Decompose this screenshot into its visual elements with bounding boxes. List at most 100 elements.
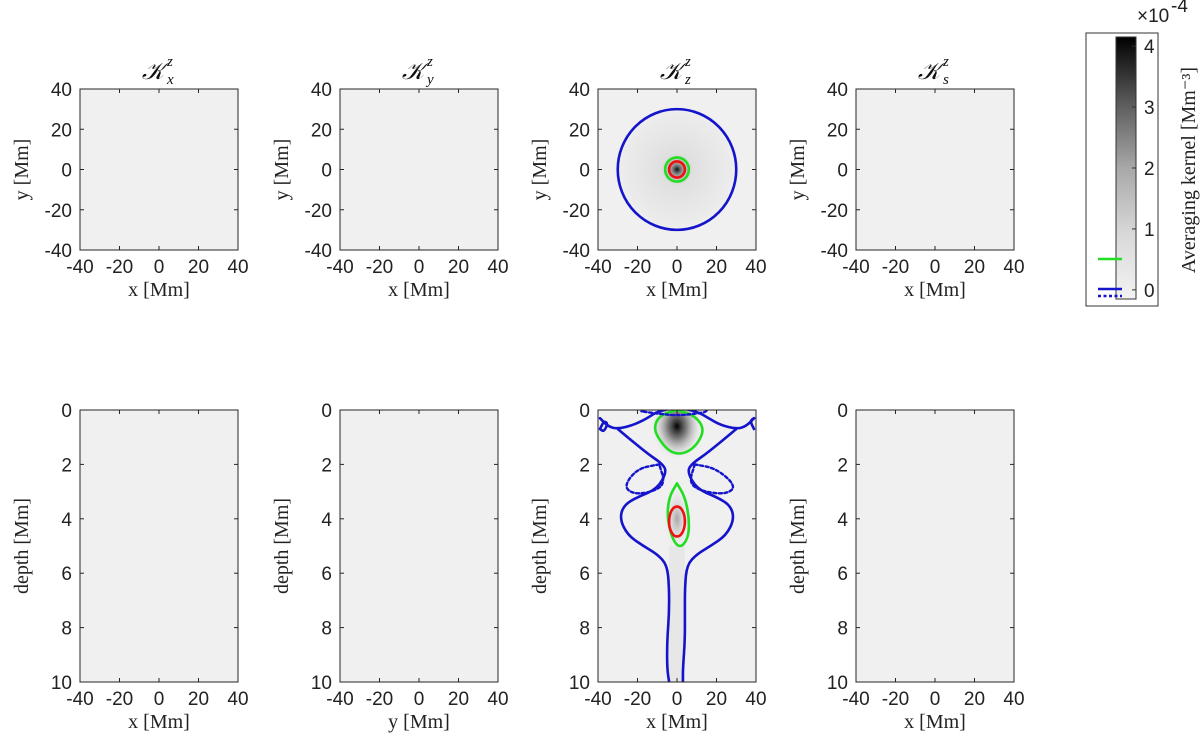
- colorbar-label: Averaging kernel [Mm⁻³]: [1178, 67, 1200, 273]
- x-tick-label: 20: [188, 257, 209, 278]
- y-tick-label: 2: [321, 455, 332, 476]
- panel-content: [610, 101, 744, 238]
- x-tick-label: -40: [584, 257, 611, 278]
- y-tick-label: -20: [821, 201, 848, 222]
- green-contour-2: [663, 156, 691, 183]
- x-axis-label: y [Mm]: [388, 711, 450, 733]
- y-tick-label: 0: [61, 161, 72, 182]
- x-axis-label: x [Mm]: [646, 279, 708, 301]
- panel-title-superscript: z: [426, 54, 433, 70]
- x-tick-label: 40: [487, 689, 508, 710]
- green-contour-1: [653, 410, 704, 455]
- x-tick-label: 20: [188, 689, 209, 710]
- x-tick-label: 0: [154, 689, 165, 710]
- y-tick-label: 0: [579, 401, 590, 422]
- colorbar: 0 1 2 3 4 ×10 -4 Averaging kernel [Mm⁻³]: [1085, 0, 1200, 307]
- x-tick-label: -20: [366, 689, 393, 710]
- x-tick-label: 40: [487, 257, 508, 278]
- blue-contour-7: [640, 410, 708, 417]
- x-tick-label: -20: [624, 689, 651, 710]
- x-axis-label: x [Mm]: [904, 711, 966, 733]
- y-tick-label: 20: [827, 120, 848, 141]
- x-axis-label: x [Mm]: [128, 711, 190, 733]
- x-axis-label: x [Mm]: [128, 279, 190, 301]
- kernel-tail: [669, 546, 685, 682]
- panel-title-subscript: y: [425, 72, 434, 88]
- y-tick-label: 6: [579, 564, 590, 585]
- y-tick-label: 8: [61, 619, 72, 640]
- y-tick-label: 40: [311, 80, 332, 101]
- y-tick-label: 6: [837, 564, 848, 585]
- x-tick-label: -20: [366, 257, 393, 278]
- x-tick-label: -20: [882, 257, 909, 278]
- y-axis-label: depth [Mm]: [529, 498, 551, 594]
- x-axis-label: x [Mm]: [904, 279, 966, 301]
- y-tick-label: -40: [45, 241, 72, 262]
- y-tick-label: -20: [563, 201, 590, 222]
- blue-contour-10: [598, 420, 609, 433]
- x-tick-label: 40: [745, 689, 766, 710]
- x-tick-label: 20: [706, 689, 727, 710]
- panel-background: [340, 89, 498, 250]
- panel-title-subscript: x: [166, 72, 174, 88]
- x-tick-label: -20: [106, 257, 133, 278]
- x-tick-label: -40: [842, 257, 869, 278]
- blue-contour-5: [616, 427, 671, 682]
- y-tick-label: 0: [61, 401, 72, 422]
- x-tick-label: 20: [448, 689, 469, 710]
- x-tick-label: -40: [326, 257, 353, 278]
- blue-contour-4: [598, 410, 756, 430]
- blue-contour-9: [689, 463, 735, 495]
- y-tick-label: 10: [51, 673, 72, 694]
- panel-background: [80, 410, 238, 682]
- y-tick-label: -40: [305, 241, 332, 262]
- x-tick-label: -20: [106, 689, 133, 710]
- x-tick-label: 40: [745, 257, 766, 278]
- y-tick-label: 0: [837, 401, 848, 422]
- panel-title-subscript: z: [684, 72, 691, 88]
- y-axis-label: depth [Mm]: [271, 498, 293, 594]
- colorbar-multiplier: ×10: [1137, 6, 1169, 27]
- y-axis-label: y [Mm]: [787, 139, 809, 201]
- x-tick-label: 0: [672, 257, 683, 278]
- y-tick-label: 6: [321, 564, 332, 585]
- x-tick-label: 40: [227, 689, 248, 710]
- y-tick-label: 40: [51, 80, 72, 101]
- y-tick-label: 20: [311, 120, 332, 141]
- y-tick-label: 0: [837, 161, 848, 182]
- panel-6: -40 -20 0 20 40 0 2 4 6 8 10 y [Mm] depth [Mm]: [271, 401, 509, 733]
- y-tick-label: -40: [821, 241, 848, 262]
- panel-8: -40 -20 0 20 40 0 2 4 6 8 10 x [Mm] depth [Mm]: [787, 401, 1025, 733]
- y-tick-label: 4: [61, 510, 72, 531]
- y-tick-label: 40: [827, 80, 848, 101]
- colorbar-tick-label: 2: [1144, 159, 1155, 180]
- panel-7: -40 -20 0 20 40 0 2 4 6 8 10 x [Mm] depth [Mm]: [529, 401, 767, 733]
- panel-title-superscript: z: [684, 54, 691, 70]
- panel-5: -40 -20 0 20 40 0 2 4 6 8 10 x [Mm] depth [Mm]: [11, 401, 249, 733]
- y-tick-label: 2: [61, 455, 72, 476]
- panel-background: [856, 89, 1014, 250]
- colorbar-tick-label: 3: [1144, 98, 1155, 119]
- y-axis-label: depth [Mm]: [11, 498, 33, 594]
- blue-contour-1: [616, 107, 738, 232]
- y-tick-label: 8: [837, 619, 848, 640]
- x-tick-label: 0: [414, 257, 425, 278]
- x-tick-label: 20: [448, 257, 469, 278]
- y-tick-label: 6: [61, 564, 72, 585]
- y-axis-label: y [Mm]: [11, 139, 33, 201]
- x-tick-label: 0: [672, 689, 683, 710]
- x-axis-label: x [Mm]: [388, 279, 450, 301]
- panel-title-superscript: z: [942, 54, 949, 70]
- x-tick-label: 20: [964, 689, 985, 710]
- y-tick-label: 2: [837, 455, 848, 476]
- x-tick-label: 40: [1003, 257, 1024, 278]
- blue-contour-8: [625, 463, 665, 495]
- panel-title-superscript: z: [166, 54, 173, 70]
- panel-background: [340, 410, 498, 682]
- panel-content: [598, 410, 756, 682]
- y-axis-label: depth [Mm]: [787, 498, 809, 594]
